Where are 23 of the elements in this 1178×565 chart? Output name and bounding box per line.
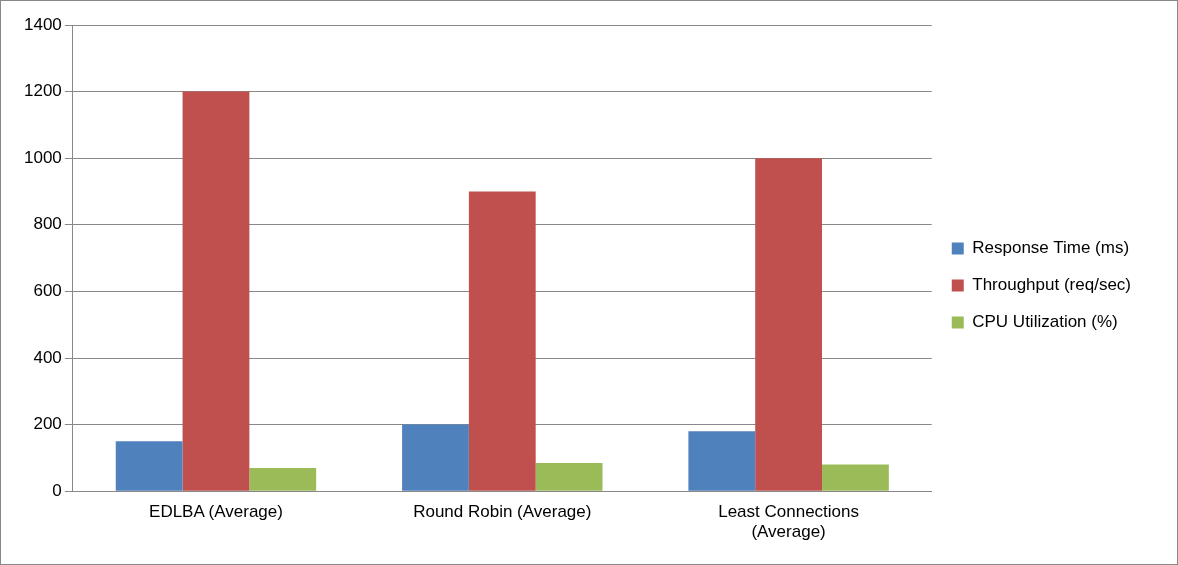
bar [688, 431, 756, 491]
bar [249, 467, 317, 491]
y-tick-label: 1400 [23, 14, 62, 34]
y-tick-label: 0 [52, 480, 62, 500]
bar [822, 464, 889, 491]
bar [402, 424, 469, 491]
bar [468, 191, 536, 491]
legend-label: CPU Utilization (%) [972, 312, 1118, 332]
y-tick-label: 800 [33, 214, 62, 234]
legend-label: Throughput (req/sec) [972, 275, 1132, 295]
bar [115, 441, 183, 491]
y-tick-label: 200 [33, 414, 62, 434]
bar [755, 158, 822, 491]
y-tick-label: 1000 [23, 147, 62, 167]
legend-label: Response Time (ms) [972, 238, 1130, 258]
y-tick-label: 600 [33, 281, 62, 301]
bar [182, 91, 250, 491]
y-tick-label: 400 [33, 347, 62, 367]
y-tick-label: 1200 [23, 81, 62, 101]
x-tick-label: Least Connections (Average) [718, 502, 860, 542]
x-tick-label: Round Robin (Average) [413, 502, 592, 522]
x-tick-label: EDLBA (Average) [149, 502, 283, 522]
bar [535, 462, 603, 491]
